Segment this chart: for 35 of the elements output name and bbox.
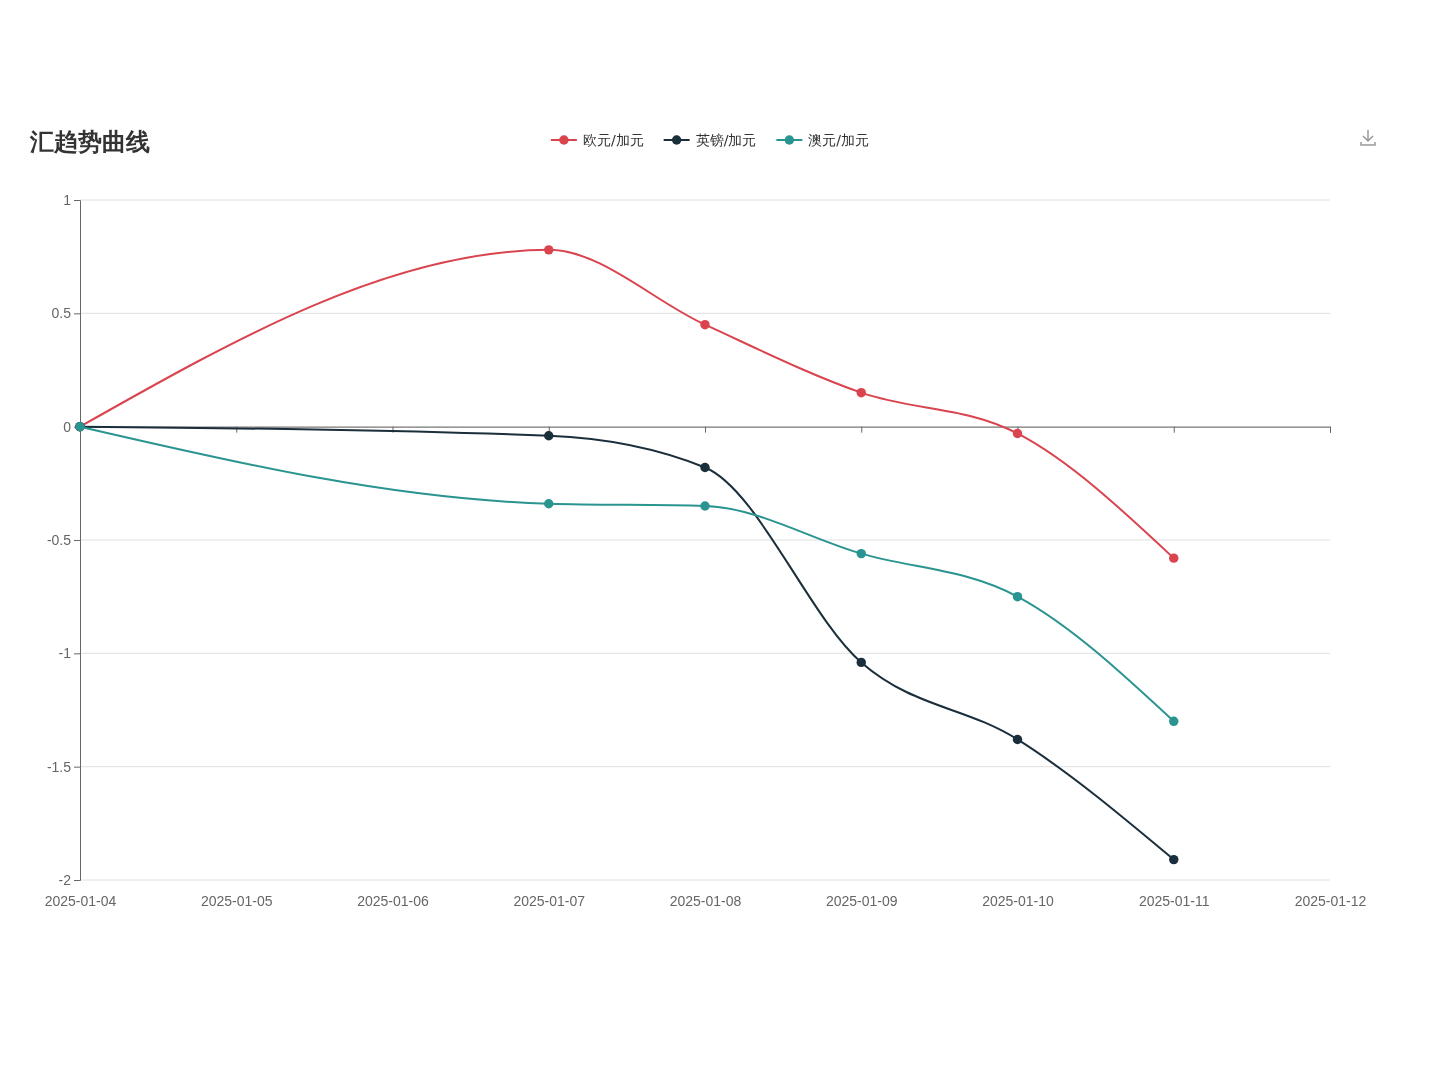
point (1169, 854, 1179, 865)
point (1169, 716, 1179, 727)
point (1012, 591, 1023, 602)
point (1169, 553, 1179, 563)
point (856, 657, 866, 668)
point (544, 499, 554, 509)
x-tick-label: 2025-01-09 (825, 892, 898, 909)
legend-label: 英镑/加元 (695, 132, 757, 148)
chart-title: 汇趋势曲线 (29, 128, 150, 156)
point (700, 319, 710, 330)
point (544, 245, 554, 255)
point (856, 548, 866, 559)
point (856, 387, 866, 398)
x-tick-label: 2025-01-12 (1294, 892, 1367, 909)
x-tick-label: 2025-01-11 (1138, 892, 1210, 909)
point (1012, 734, 1023, 745)
y-tick-label: 0 (63, 418, 72, 435)
y-tick-label: -0.5 (46, 531, 72, 548)
legend-label: 澳元/加元 (808, 132, 870, 148)
x-tick-label: 2025-01-04 (44, 892, 117, 909)
x-tick-label: 2025-01-10 (982, 892, 1055, 909)
point (700, 501, 710, 511)
point (700, 462, 710, 473)
x-tick-label: 2025-01-08 (669, 892, 742, 909)
y-tick-label: -1.5 (46, 758, 72, 775)
x-tick-label: 2025-01-07 (513, 892, 586, 909)
y-tick-label: -2 (58, 871, 72, 888)
point (544, 431, 554, 441)
x-tick-label: 2025-01-05 (200, 892, 273, 909)
y-tick-label: -1 (58, 645, 72, 662)
legend-label: 欧元/加元 (582, 132, 644, 148)
point (1012, 428, 1023, 439)
y-tick-label: 0.5 (51, 305, 72, 322)
x-tick-label: 2025-01-06 (357, 892, 430, 909)
y-tick-label: 1 (63, 191, 72, 208)
